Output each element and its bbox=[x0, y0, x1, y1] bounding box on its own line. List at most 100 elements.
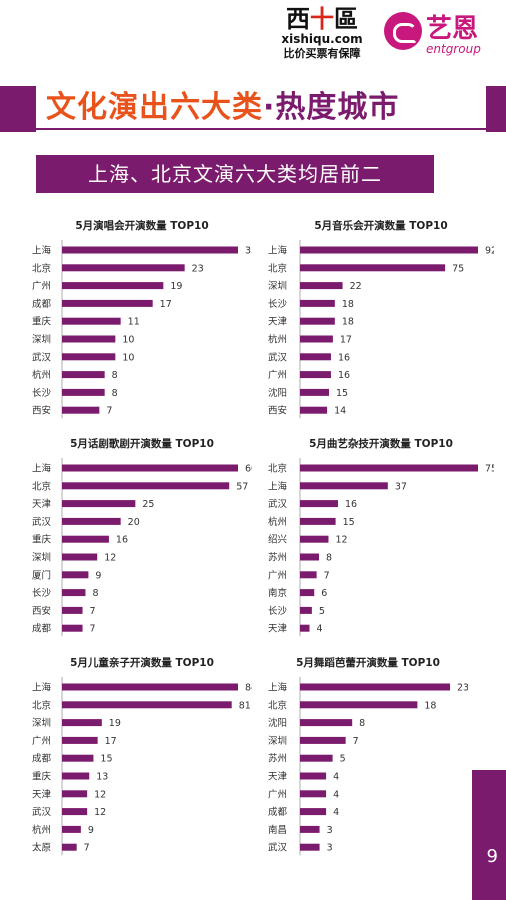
value-label: 23 bbox=[192, 263, 204, 274]
bar bbox=[62, 825, 81, 833]
bar bbox=[300, 553, 319, 561]
category-label: 广州 bbox=[32, 735, 51, 747]
xishiqu-url: xishiqu.com bbox=[281, 32, 363, 46]
bar bbox=[300, 606, 312, 614]
bar bbox=[62, 371, 105, 379]
value-label: 15 bbox=[100, 754, 112, 765]
bar bbox=[62, 353, 116, 361]
category-label: 苏州 bbox=[268, 552, 287, 564]
bar bbox=[62, 843, 77, 851]
value-label: 18 bbox=[342, 317, 354, 328]
category-label: 重庆 bbox=[32, 771, 52, 783]
category-label: 天津 bbox=[32, 789, 52, 800]
value-label: 15 bbox=[343, 517, 355, 528]
category-label: 上海 bbox=[268, 480, 288, 492]
chart-dance-ballet: 5月舞蹈芭蕾开演数量 TOP10 上海 23 北京 18 沈阳 8 深圳 7 苏州 5 天津 4 广州 4… bbox=[268, 655, 469, 881]
bar bbox=[62, 624, 83, 632]
bar bbox=[62, 571, 89, 579]
category-label: 绍兴 bbox=[268, 534, 287, 546]
category-label: 北京 bbox=[32, 699, 51, 711]
entgroup-logo-icon bbox=[384, 12, 422, 50]
category-label: 广州 bbox=[268, 569, 287, 581]
value-label: 3 bbox=[327, 825, 333, 836]
value-label: 16 bbox=[116, 535, 128, 546]
bar bbox=[300, 754, 333, 762]
value-label: 81 bbox=[239, 700, 251, 711]
category-label: 沈阳 bbox=[268, 387, 287, 399]
chart-plot: 上海 92 北京 75 深圳 22 长沙 18 天津 18 杭州 17 武汉 16 广州 16 沈阳 15 西安 14 bbox=[268, 240, 497, 419]
bar bbox=[300, 282, 343, 290]
bar bbox=[62, 606, 83, 614]
category-label: 天津 bbox=[268, 317, 288, 328]
value-label: 23 bbox=[457, 683, 468, 694]
chart-quyi-acrobatics: 5月曲艺杂技开演数量 TOP10 北京75上海37武汉16杭州15绍兴12苏州8… bbox=[268, 436, 497, 656]
entgroup-name-en: entgroup bbox=[426, 42, 481, 56]
value-label: 16 bbox=[345, 499, 357, 510]
value-label: 18 bbox=[342, 299, 354, 310]
page-number-bar bbox=[472, 770, 506, 900]
value-label: 60 bbox=[245, 464, 252, 475]
entgroup-name-zh: 艺恩 bbox=[426, 14, 479, 44]
chart-title: 5月话剧歌剧开演数量 TOP10 bbox=[70, 438, 214, 450]
category-label: 长沙 bbox=[268, 298, 288, 310]
value-label: 12 bbox=[104, 553, 116, 564]
bar bbox=[300, 246, 478, 254]
value-label: 9 bbox=[95, 570, 101, 581]
bar bbox=[300, 571, 317, 579]
title-accent-right bbox=[486, 86, 506, 132]
category-label: 长沙 bbox=[268, 605, 288, 617]
chart-title: 5月演唱会开演数量 TOP10 bbox=[75, 220, 209, 232]
chart-plot: 上海 60 北京 57 天津 25 武汉 20 重庆 16 深圳 12 厦门 9 长沙 8 西安 7 成都 7 bbox=[32, 458, 257, 637]
chart-title: 5月音乐会开演数量 TOP10 bbox=[314, 220, 448, 232]
bar bbox=[300, 388, 330, 396]
category-label: 成都 bbox=[32, 753, 52, 765]
bar bbox=[300, 624, 310, 632]
title-accent-left bbox=[0, 86, 36, 132]
page-title: 文化演出六大类·热度城市 bbox=[46, 82, 399, 126]
category-label: 上海 bbox=[268, 682, 288, 694]
value-label: 11 bbox=[128, 317, 140, 328]
bar bbox=[300, 299, 335, 307]
xishiqu-logo-mark: 西十區 bbox=[286, 4, 358, 33]
chart-title: 5月儿童亲子开演数量 TOP10 bbox=[70, 657, 214, 669]
value-label: 4 bbox=[333, 772, 339, 783]
chart-drama-opera: 5月话剧歌剧开演数量 TOP10 上海 60 北京 57 天津 25 武汉 20 重庆 16 深圳 1… bbox=[32, 436, 257, 656]
category-label: 重庆 bbox=[32, 316, 52, 328]
category-label: 武汉 bbox=[32, 806, 52, 818]
category-label: 杭州 bbox=[268, 516, 287, 528]
bar bbox=[300, 825, 320, 833]
category-label: 厦门 bbox=[32, 569, 51, 581]
value-label: 5 bbox=[340, 754, 346, 765]
bar bbox=[300, 500, 338, 508]
category-label: 武汉 bbox=[268, 498, 288, 510]
value-label: 7 bbox=[353, 736, 359, 747]
category-label: 上海 bbox=[32, 245, 52, 257]
bar bbox=[300, 353, 331, 361]
value-label: 9 bbox=[88, 825, 94, 836]
chart-plot: 上海 23 北京 18 沈阳 8 深圳 7 苏州 5 天津 4 广州 4 成都 4 南昌 3 武汉 3 bbox=[268, 677, 469, 856]
bar bbox=[62, 808, 88, 816]
category-label: 上海 bbox=[32, 463, 52, 475]
value-label: 7 bbox=[84, 843, 90, 854]
section-subtitle: 上海、北京文演六大类均居前二 bbox=[36, 155, 434, 193]
category-label: 天津 bbox=[32, 499, 52, 510]
value-label: 25 bbox=[142, 499, 154, 510]
category-label: 武汉 bbox=[32, 516, 52, 528]
bar bbox=[62, 317, 121, 325]
category-label: 深圳 bbox=[268, 736, 287, 747]
category-label: 上海 bbox=[268, 245, 288, 257]
chart-plot: 上海 84 北京 81 深圳 19 广州 17 成都 15 重庆 13 天津 12 武汉 12 杭州 9 太原 7 bbox=[32, 677, 257, 856]
bar bbox=[62, 500, 136, 508]
value-label: 4 bbox=[316, 624, 322, 635]
category-label: 杭州 bbox=[32, 369, 51, 381]
category-label: 天津 bbox=[268, 772, 288, 783]
category-label: 西安 bbox=[32, 405, 51, 417]
bar bbox=[62, 719, 102, 727]
value-label: 10 bbox=[122, 335, 134, 346]
category-label: 广州 bbox=[268, 369, 287, 381]
value-label: 12 bbox=[94, 789, 106, 800]
value-label: 75 bbox=[452, 263, 464, 274]
category-label: 西安 bbox=[268, 405, 287, 417]
chart-title: 5月曲艺杂技开演数量 TOP10 bbox=[309, 438, 453, 450]
value-label: 20 bbox=[128, 517, 140, 528]
